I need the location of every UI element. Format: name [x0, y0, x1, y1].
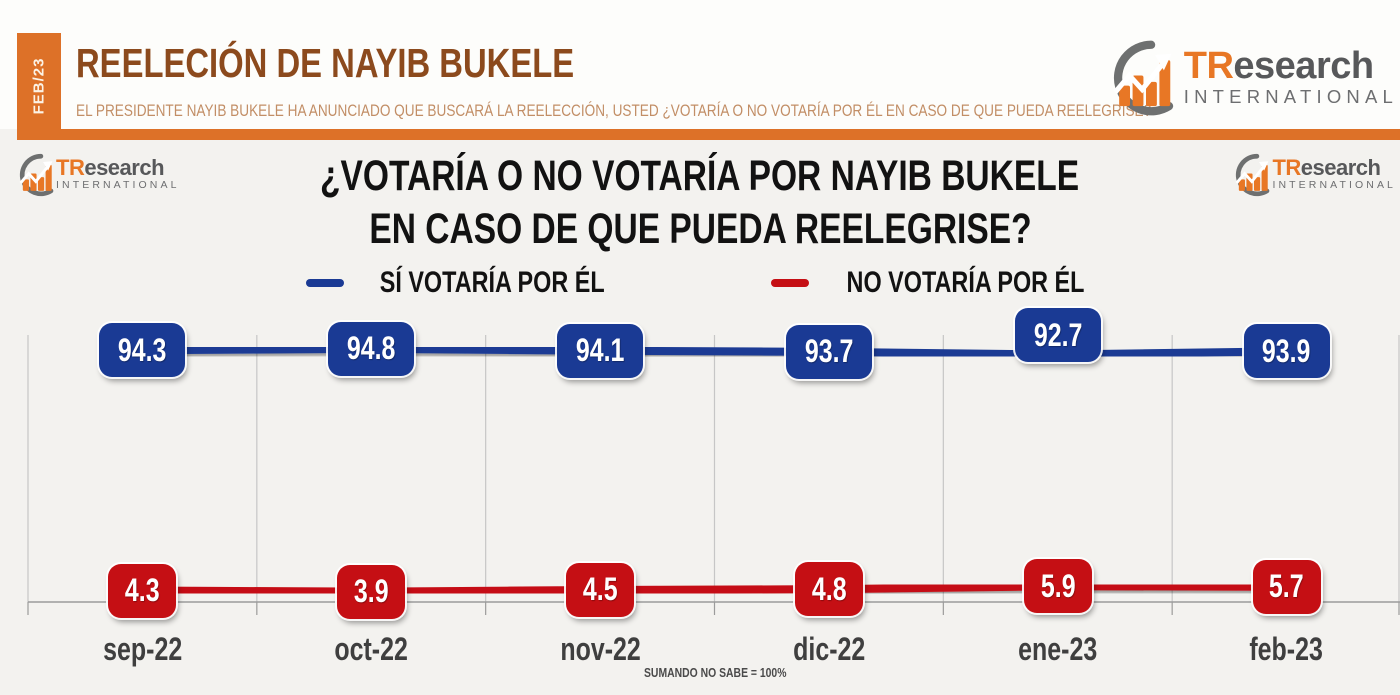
category-label-dic-22: dic-22: [719, 631, 939, 668]
value-text: 5.9: [1040, 567, 1076, 604]
date-tab: FEB/23: [17, 33, 61, 139]
logo-name-orange: TR: [1183, 45, 1234, 88]
tresearch-logo: TResearch INTERNATIONAL: [1228, 151, 1396, 199]
value-text: 94.1: [575, 332, 625, 369]
category-label-feb-23: feb-23: [1177, 631, 1397, 668]
logo-name-orange: TR: [56, 155, 85, 181]
value-text: 4.5: [582, 571, 618, 608]
value-text: 93.9: [1262, 332, 1311, 369]
legend-label-si: SÍ VOTARÍA POR ÉL: [380, 266, 605, 299]
value-label-si-oct-22: 94.8: [328, 321, 415, 376]
logo-bars-icon: [1239, 164, 1269, 191]
chart-legend: SÍ VOTARÍA POR ÉL NO VOTARÍA POR ÉL: [0, 266, 1400, 300]
logo-slot-left: TResearch INTERNATIONAL: [12, 151, 180, 199]
logo-subtitle: INTERNATIONAL: [56, 179, 180, 192]
category-text: dic-22: [792, 631, 865, 667]
chart-title: ¿VOTARÍA O NO VOTARÍA POR NAYIB BUKELE E…: [0, 150, 1400, 256]
legend-item-si: SÍ VOTARÍA POR ÉL: [306, 266, 636, 300]
logo-arrow-icon: [1154, 53, 1172, 71]
gridlines-layer: [27, 335, 1400, 615]
chart-footnote: SUMANDO NO SABE = 100%: [644, 665, 787, 680]
legend-dash-blue-icon: [306, 279, 345, 287]
tresearch-logo-icon: [1236, 153, 1270, 197]
value-label-no-sep-22: 4.3: [108, 563, 177, 618]
value-label-no-ene-23: 5.9: [1023, 559, 1092, 614]
legend-dash-red-icon: [770, 279, 809, 287]
logo-text: TResearch INTERNATIONAL: [1184, 47, 1398, 108]
value-label-si-dic-22: 93.7: [785, 324, 872, 379]
category-text: oct-22: [334, 631, 409, 667]
logo-name: TResearch: [1272, 157, 1396, 179]
report-title: REELECIÓN DE NAYIB BUKELE: [76, 40, 575, 86]
legend-item-no: NO VOTARÍA POR ÉL: [770, 266, 1118, 300]
logo-slot-header: TResearch INTERNATIONAL: [1100, 36, 1398, 120]
value-text: 94.3: [118, 331, 167, 368]
category-label-sep-22: sep-22: [32, 631, 252, 668]
category-text: feb-23: [1249, 631, 1324, 667]
value-text: 4.8: [811, 570, 847, 607]
tresearch-logo-icon: [19, 153, 54, 197]
logo-name-grey: esearch: [1233, 45, 1374, 88]
logo-subtitle: INTERNATIONAL: [1183, 86, 1398, 108]
chart-title-line2: EN CASO DE QUE PUEDA REELEGRISE?: [368, 205, 1032, 253]
logo-name-orange: TR: [1272, 155, 1301, 181]
logo-slot-right: TResearch INTERNATIONAL: [1228, 151, 1396, 199]
legend-label-no: NO VOTARÍA POR ÉL: [846, 266, 1085, 299]
logo-text: TResearch INTERNATIONAL: [56, 157, 180, 192]
logo-trend-line-icon: [19, 166, 49, 184]
chart-title-line1: ¿VOTARÍA O NO VOTARÍA POR NAYIB BUKELE: [320, 152, 1080, 200]
logo-name-grey: esearch: [1300, 155, 1381, 181]
value-label-no-feb-23: 5.7: [1252, 559, 1321, 614]
value-label-si-nov-22: 94.1: [557, 323, 644, 378]
logo-name: TResearch: [56, 157, 180, 179]
category-text: ene-23: [1018, 631, 1098, 667]
category-label-nov-22: nov-22: [490, 631, 710, 668]
value-text: 94.8: [346, 330, 396, 367]
value-text: 93.7: [804, 333, 854, 370]
tresearch-logo-icon: [1113, 40, 1173, 116]
value-label-si-feb-23: 93.9: [1243, 324, 1330, 379]
logo-arrow-icon: [43, 161, 53, 171]
series-line-si: [138, 344, 1291, 359]
logo-trend-line-icon: [1113, 62, 1165, 94]
value-text: 3.9: [353, 573, 389, 610]
value-label-no-nov-22: 4.5: [566, 562, 635, 617]
value-text: 5.7: [1269, 568, 1304, 605]
value-label-si-ene-23: 92.7: [1014, 308, 1101, 363]
tresearch-logo: TResearch INTERNATIONAL: [12, 151, 180, 199]
logo-trend-line-icon: [1236, 166, 1265, 184]
logo-bars-icon: [1118, 60, 1171, 107]
logo-text: TResearch INTERNATIONAL: [1272, 157, 1396, 192]
report-subtitle: EL PRESIDENTE NAYIB BUKELE HA ANUNCIADO …: [76, 101, 1152, 120]
value-label-si-sep-22: 94.3: [99, 323, 186, 378]
category-label-ene-23: ene-23: [948, 631, 1168, 668]
series-line-no: [138, 582, 1291, 596]
value-text: 92.7: [1033, 316, 1083, 353]
date-tab-label: FEB/23: [30, 57, 48, 115]
header-accent-bar: [17, 129, 1400, 140]
logo-subtitle: INTERNATIONAL: [1272, 179, 1396, 192]
value-label-no-oct-22: 3.9: [337, 564, 406, 619]
value-text: 4.3: [125, 572, 160, 609]
logo-name: TResearch: [1184, 47, 1398, 85]
category-text: nov-22: [559, 631, 641, 667]
category-text: sep-22: [102, 631, 182, 667]
tresearch-logo: TResearch INTERNATIONAL: [1100, 36, 1398, 120]
logo-name-grey: esearch: [84, 155, 165, 181]
logo-bars-icon: [22, 164, 52, 191]
value-label-no-dic-22: 4.8: [794, 562, 863, 617]
logo-arrow-icon: [1259, 161, 1269, 171]
category-label-oct-22: oct-22: [261, 631, 481, 668]
